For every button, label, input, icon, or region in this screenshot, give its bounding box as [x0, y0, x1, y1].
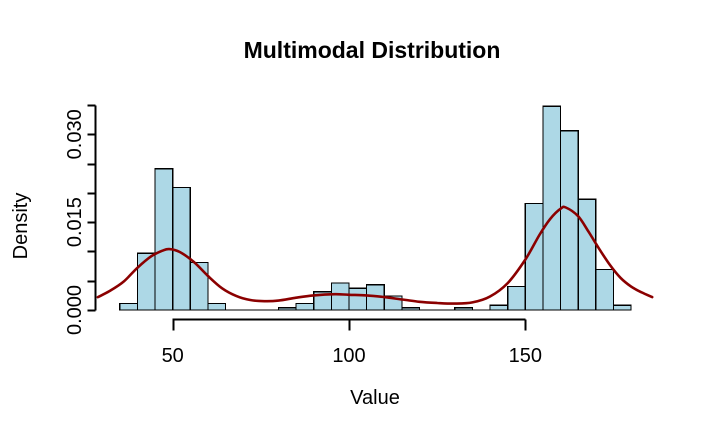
histogram-bar	[507, 285, 526, 311]
y-axis-label: Density	[10, 193, 32, 260]
histogram-bar	[454, 307, 474, 311]
histogram-bar	[119, 302, 139, 311]
histogram-bar	[577, 198, 597, 311]
histogram-bar	[172, 186, 191, 311]
histogram-bar	[295, 302, 315, 311]
histogram-bar	[207, 302, 227, 311]
x-tick-label: 150	[509, 345, 542, 367]
histogram-bar	[189, 261, 209, 311]
histogram-bar	[154, 168, 174, 311]
y-tick-label: 0.015	[64, 197, 86, 247]
x-axis-label: Value	[350, 387, 400, 409]
histogram-bar	[559, 130, 579, 311]
histogram-bar	[489, 304, 509, 311]
histogram-bar	[595, 268, 615, 311]
histogram-bar	[542, 105, 562, 311]
x-tick-label: 100	[332, 345, 365, 367]
y-tick-label: 0.030	[64, 109, 86, 159]
x-tick-label: 50	[162, 345, 184, 367]
histogram-bar	[612, 304, 632, 311]
y-tick-label: 0.000	[64, 285, 86, 335]
chart-title: Multimodal Distribution	[244, 37, 501, 63]
histogram-bar	[401, 307, 421, 311]
histogram-bar	[277, 307, 297, 311]
histogram-bar	[348, 287, 368, 311]
histogram-bar	[330, 282, 350, 311]
density-curve	[96, 205, 654, 305]
